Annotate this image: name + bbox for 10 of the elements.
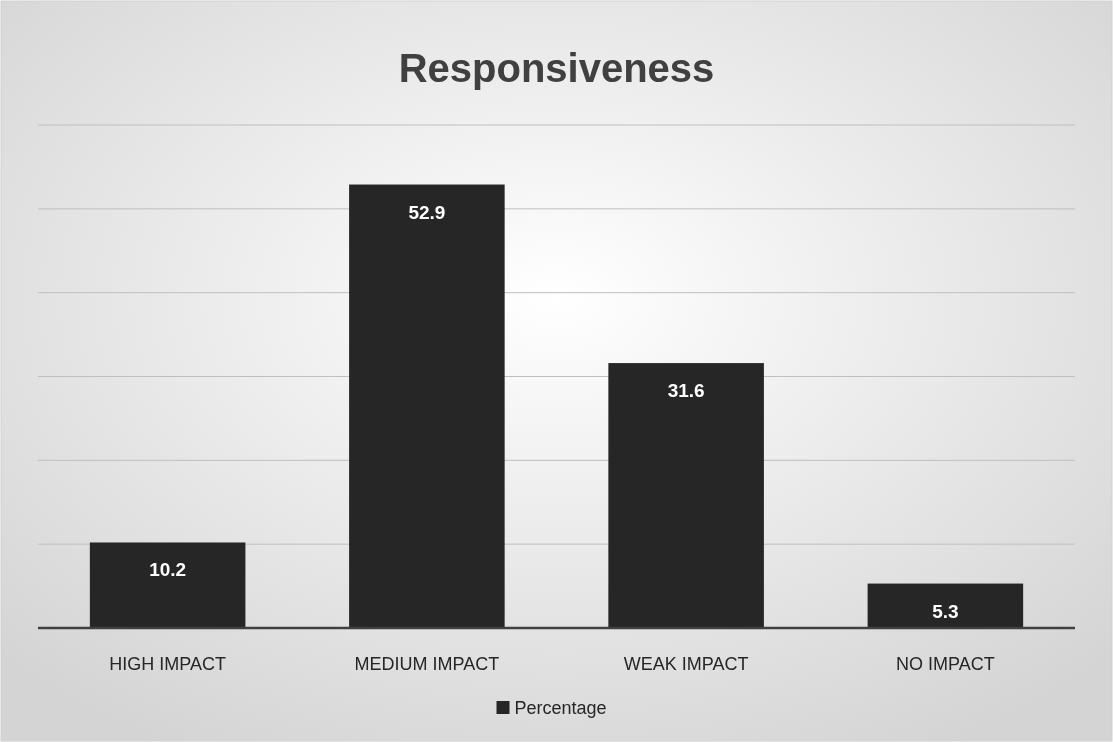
data-label: 5.3 <box>932 600 959 622</box>
chart-title: Responsiveness <box>398 46 715 90</box>
x-tick-label: HIGH IMPACT <box>109 654 226 674</box>
x-tick-label: WEAK IMPACT <box>623 654 749 674</box>
data-label: 52.9 <box>408 201 446 223</box>
data-label: 10.2 <box>149 559 187 581</box>
data-label: 31.6 <box>667 380 705 402</box>
legend-label: Percentage <box>514 698 607 718</box>
x-tick-label: MEDIUM IMPACT <box>354 654 500 674</box>
x-tick-label: NO IMPACT <box>896 654 995 674</box>
